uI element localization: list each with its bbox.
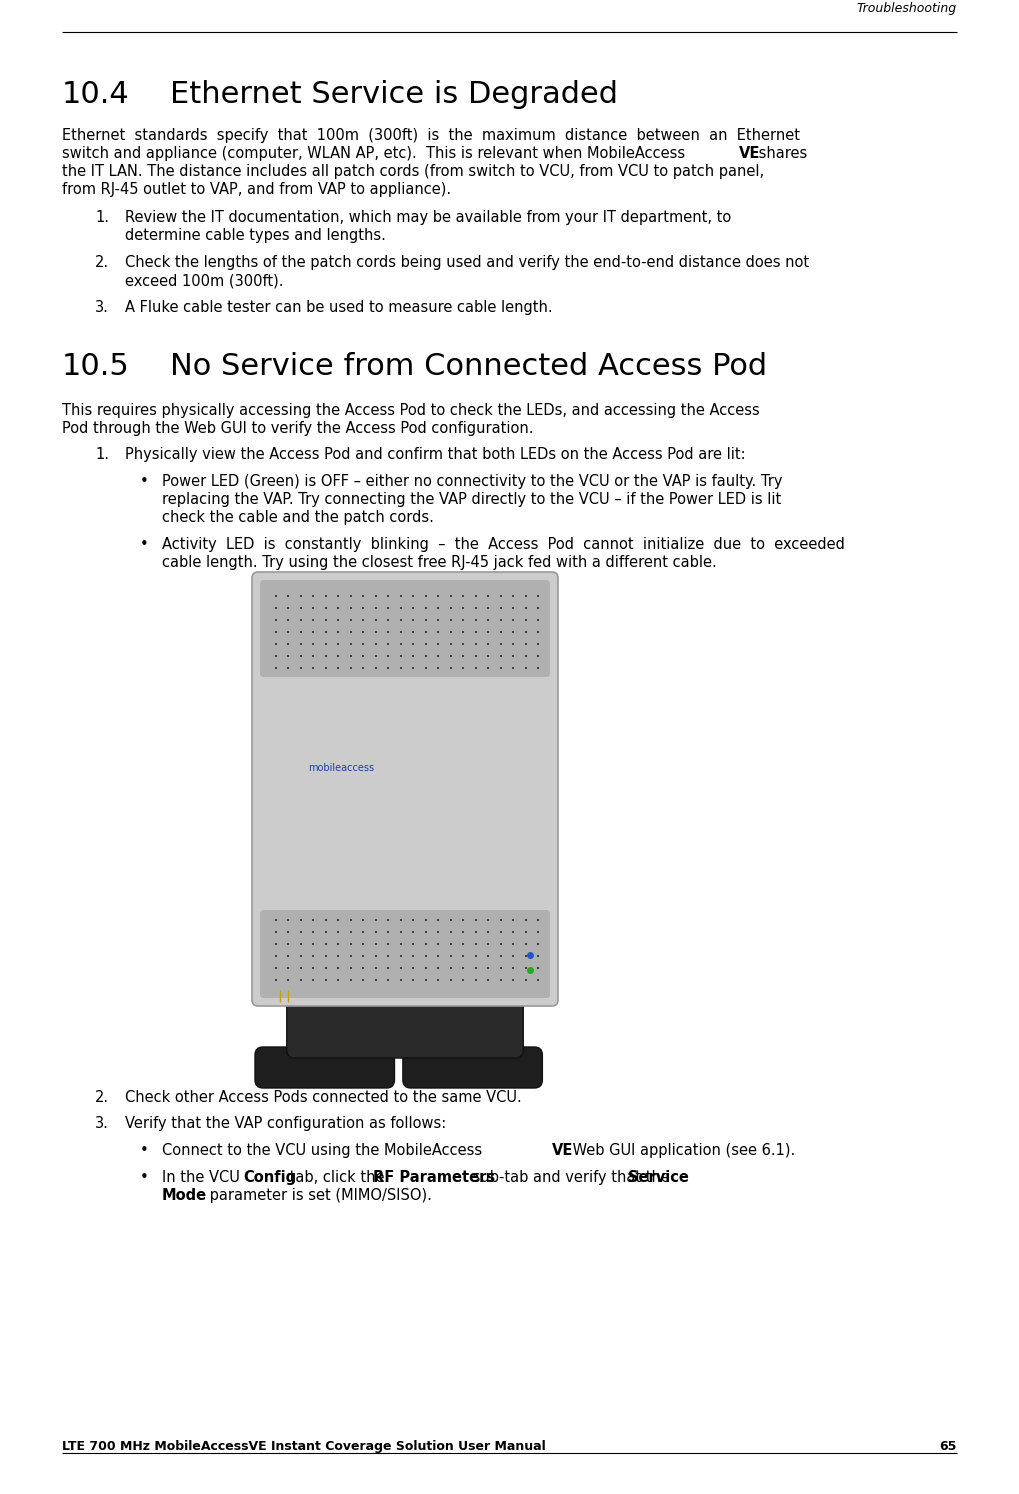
Text: •: • [140,1143,149,1158]
FancyBboxPatch shape [260,580,550,677]
Text: •: • [140,474,149,489]
Text: Config: Config [243,1170,297,1185]
Text: Check other Access Pods connected to the same VCU.: Check other Access Pods connected to the… [125,1091,522,1106]
Text: parameter is set (MIMO/SISO).: parameter is set (MIMO/SISO). [205,1188,432,1203]
Text: RF Parameters: RF Parameters [373,1170,495,1185]
FancyBboxPatch shape [255,1047,394,1088]
Text: LTE 700 MHz MobileAccessVE Instant Coverage Solution User Manual: LTE 700 MHz MobileAccessVE Instant Cover… [62,1440,546,1454]
FancyBboxPatch shape [252,572,558,1005]
Text: check the cable and the patch cords.: check the cable and the patch cords. [162,509,434,524]
Text: In the VCU: In the VCU [162,1170,245,1185]
Text: •: • [140,536,149,551]
Text: Pod through the Web GUI to verify the Access Pod configuration.: Pod through the Web GUI to verify the Ac… [62,421,534,436]
Text: determine cable types and lengths.: determine cable types and lengths. [125,229,386,244]
Text: Service: Service [628,1170,689,1185]
Text: VE: VE [739,146,760,161]
Text: from RJ-45 outlet to VAP, and from VAP to appliance).: from RJ-45 outlet to VAP, and from VAP t… [62,182,451,197]
Text: •: • [140,1170,149,1185]
Text: 1.: 1. [95,211,109,226]
FancyBboxPatch shape [260,910,550,998]
Text: 65: 65 [940,1440,957,1454]
Text: switch and appliance (computer, WLAN AP, etc).  This is relevant when MobileAcce: switch and appliance (computer, WLAN AP,… [62,146,685,161]
Text: 10.4: 10.4 [62,81,129,109]
Text: shares: shares [754,146,807,161]
Text: Check the lengths of the patch cords being used and verify the end-to-end distan: Check the lengths of the patch cords bei… [125,255,809,270]
Text: Power LED (Green) is OFF – either no connectivity to the VCU or the VAP is fault: Power LED (Green) is OFF – either no con… [162,474,783,489]
Text: Activity  LED  is  constantly  blinking  –  the  Access  Pod  cannot  initialize: Activity LED is constantly blinking – th… [162,536,845,551]
Text: This requires physically accessing the Access Pod to check the LEDs, and accessi: This requires physically accessing the A… [62,403,760,418]
Text: the IT LAN. The distance includes all patch cords (from switch to VCU, from VCU : the IT LAN. The distance includes all pa… [62,164,764,179]
Text: sub-tab and verify that the: sub-tab and verify that the [468,1170,675,1185]
FancyBboxPatch shape [286,977,523,1058]
Text: Mode: Mode [162,1188,207,1203]
Text: mobileaccess: mobileaccess [308,763,374,772]
Text: replacing the VAP. Try connecting the VAP directly to the VCU – if the Power LED: replacing the VAP. Try connecting the VA… [162,492,782,506]
Text: Review the IT documentation, which may be available from your IT department, to: Review the IT documentation, which may b… [125,211,732,226]
Text: cable length. Try using the closest free RJ-45 jack fed with a different cable.: cable length. Try using the closest free… [162,554,716,571]
Text: 3.: 3. [95,1116,109,1131]
Text: 10.5: 10.5 [62,353,129,381]
Text: 1.: 1. [95,447,109,462]
Text: Connect to the VCU using the MobileAccess: Connect to the VCU using the MobileAcces… [162,1143,482,1158]
FancyBboxPatch shape [403,1047,542,1088]
Text: exceed 100m (300ft).: exceed 100m (300ft). [125,273,283,288]
Text: VE: VE [552,1143,574,1158]
Text: Physically view the Access Pod and confirm that both LEDs on the Access Pod are : Physically view the Access Pod and confi… [125,447,746,462]
Text: 2.: 2. [95,255,109,270]
Text: Web GUI application (see 6.1).: Web GUI application (see 6.1). [568,1143,795,1158]
Text: Ethernet  standards  specify  that  100m  (300ft)  is  the  maximum  distance  b: Ethernet standards specify that 100m (30… [62,128,800,143]
Text: Troubleshooting: Troubleshooting [857,1,957,15]
Text: 3.: 3. [95,300,109,315]
Text: Verify that the VAP configuration as follows:: Verify that the VAP configuration as fol… [125,1116,446,1131]
Text: A Fluke cable tester can be used to measure cable length.: A Fluke cable tester can be used to meas… [125,300,552,315]
Text: tab, click the: tab, click the [285,1170,389,1185]
Text: Ethernet Service is Degraded: Ethernet Service is Degraded [170,81,618,109]
Text: No Service from Connected Access Pod: No Service from Connected Access Pod [170,353,767,381]
Text: 2.: 2. [95,1091,109,1106]
